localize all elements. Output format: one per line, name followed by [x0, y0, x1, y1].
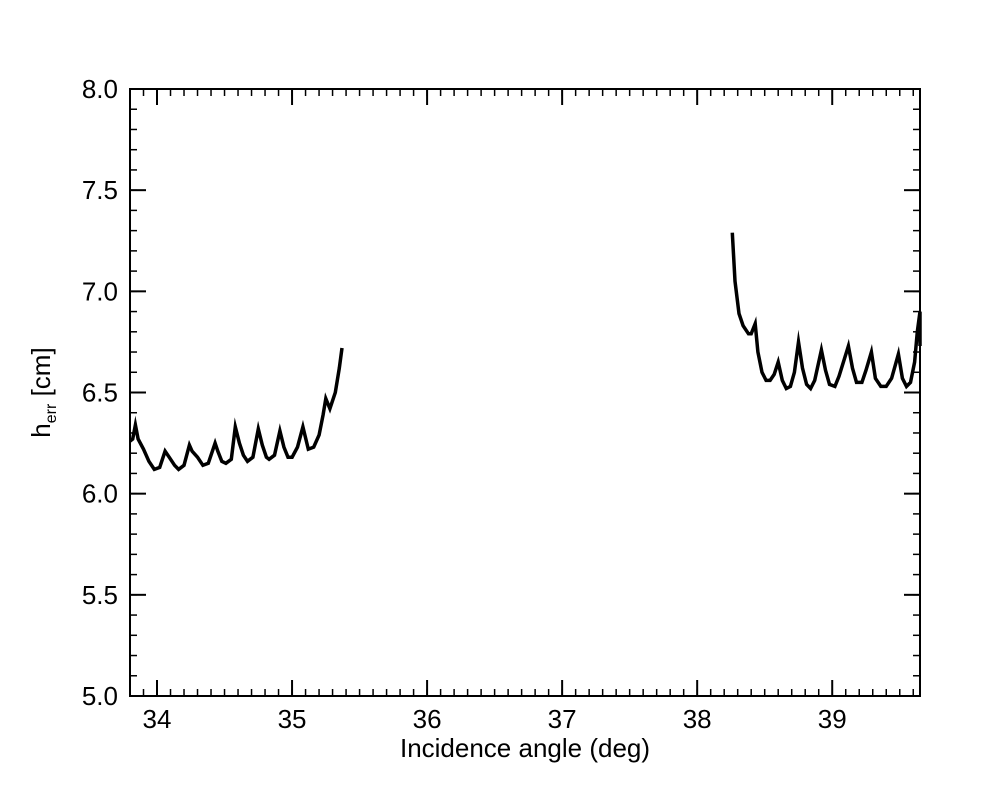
y-tick-label: 5.5: [82, 580, 118, 610]
y-tick-label: 6.0: [82, 479, 118, 509]
x-axis-title: Incidence angle (deg): [400, 733, 650, 763]
y-tick-label: 7.0: [82, 276, 118, 306]
x-tick-label: 36: [413, 704, 442, 734]
x-tick-label: 38: [683, 704, 712, 734]
x-tick-label: 39: [818, 704, 847, 734]
y-tick-label: 7.5: [82, 175, 118, 205]
x-tick-label: 35: [278, 704, 307, 734]
y-axis-title-subscript: err: [43, 403, 60, 423]
y-tick-label: 6.5: [82, 378, 118, 408]
plot-frame: [129, 88, 921, 697]
series-lines: [128, 232, 922, 472]
y-tick-label: 8.0: [82, 74, 118, 104]
y-axis-title-main: h: [26, 423, 56, 437]
x-tick-label: 34: [143, 704, 172, 734]
axis-ticks: [129, 88, 920, 697]
series-line-2: [730, 232, 922, 392]
series-line-1: [128, 347, 344, 472]
y-axis-title: herr [cm]: [26, 347, 60, 437]
y-tick-label: 5.0: [82, 681, 118, 711]
tick-labels: 34 35 36 37 38 39 5.0 5.5 6.0 6.5 7.0 7.5 8.0: [82, 74, 847, 734]
y-axis-title-unit: [cm]: [26, 347, 56, 403]
x-tick-label: 37: [548, 704, 577, 734]
